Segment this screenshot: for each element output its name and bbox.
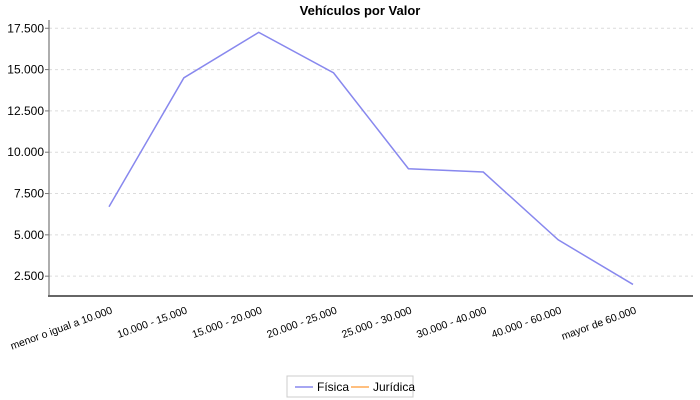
x-axis-labels: menor o igual a 10.000 10.000 - 15.000 15.…	[9, 304, 638, 352]
y-tick-label: 5.000	[14, 228, 44, 242]
legend-label-fisica: Física	[317, 380, 349, 394]
y-tick-label: 2.500	[14, 269, 44, 283]
data-series-lines	[108, 31, 634, 286]
legend-box	[286, 375, 414, 398]
y-tick-label: 15.000	[7, 63, 44, 77]
y-tick-label: 7.500	[14, 187, 44, 201]
y-axis-labels: 2.500 5.000 7.500 10.000 12.500 15.000 17.500	[7, 21, 44, 283]
legend: Física Jurídica	[286, 375, 415, 398]
x-tick-label: 25.000 - 30.000	[340, 304, 413, 340]
x-tick-label: menor o igual a 10.000	[9, 304, 114, 352]
y-axis-ticks	[45, 27, 49, 277]
x-tick-label: 40.000 - 60.000	[490, 304, 563, 340]
x-tick-label: 15.000 - 20.000	[191, 304, 264, 340]
legend-label-juridica: Jurídica	[373, 380, 415, 394]
x-tick-label: 10.000 - 15.000	[116, 304, 189, 340]
chart-title: Vehículos por Valor	[300, 3, 421, 18]
y-tick-label: 12.500	[7, 104, 44, 118]
y-tick-label: 17.500	[7, 21, 44, 35]
gridlines	[49, 27, 693, 277]
x-tick-label: mayor de 60.000	[560, 304, 638, 342]
series-line-física	[108, 31, 634, 286]
x-tick-label: 20.000 - 25.000	[265, 304, 338, 340]
x-tick-label: 30.000 - 40.000	[415, 304, 488, 340]
y-tick-label: 10.000	[7, 145, 44, 159]
